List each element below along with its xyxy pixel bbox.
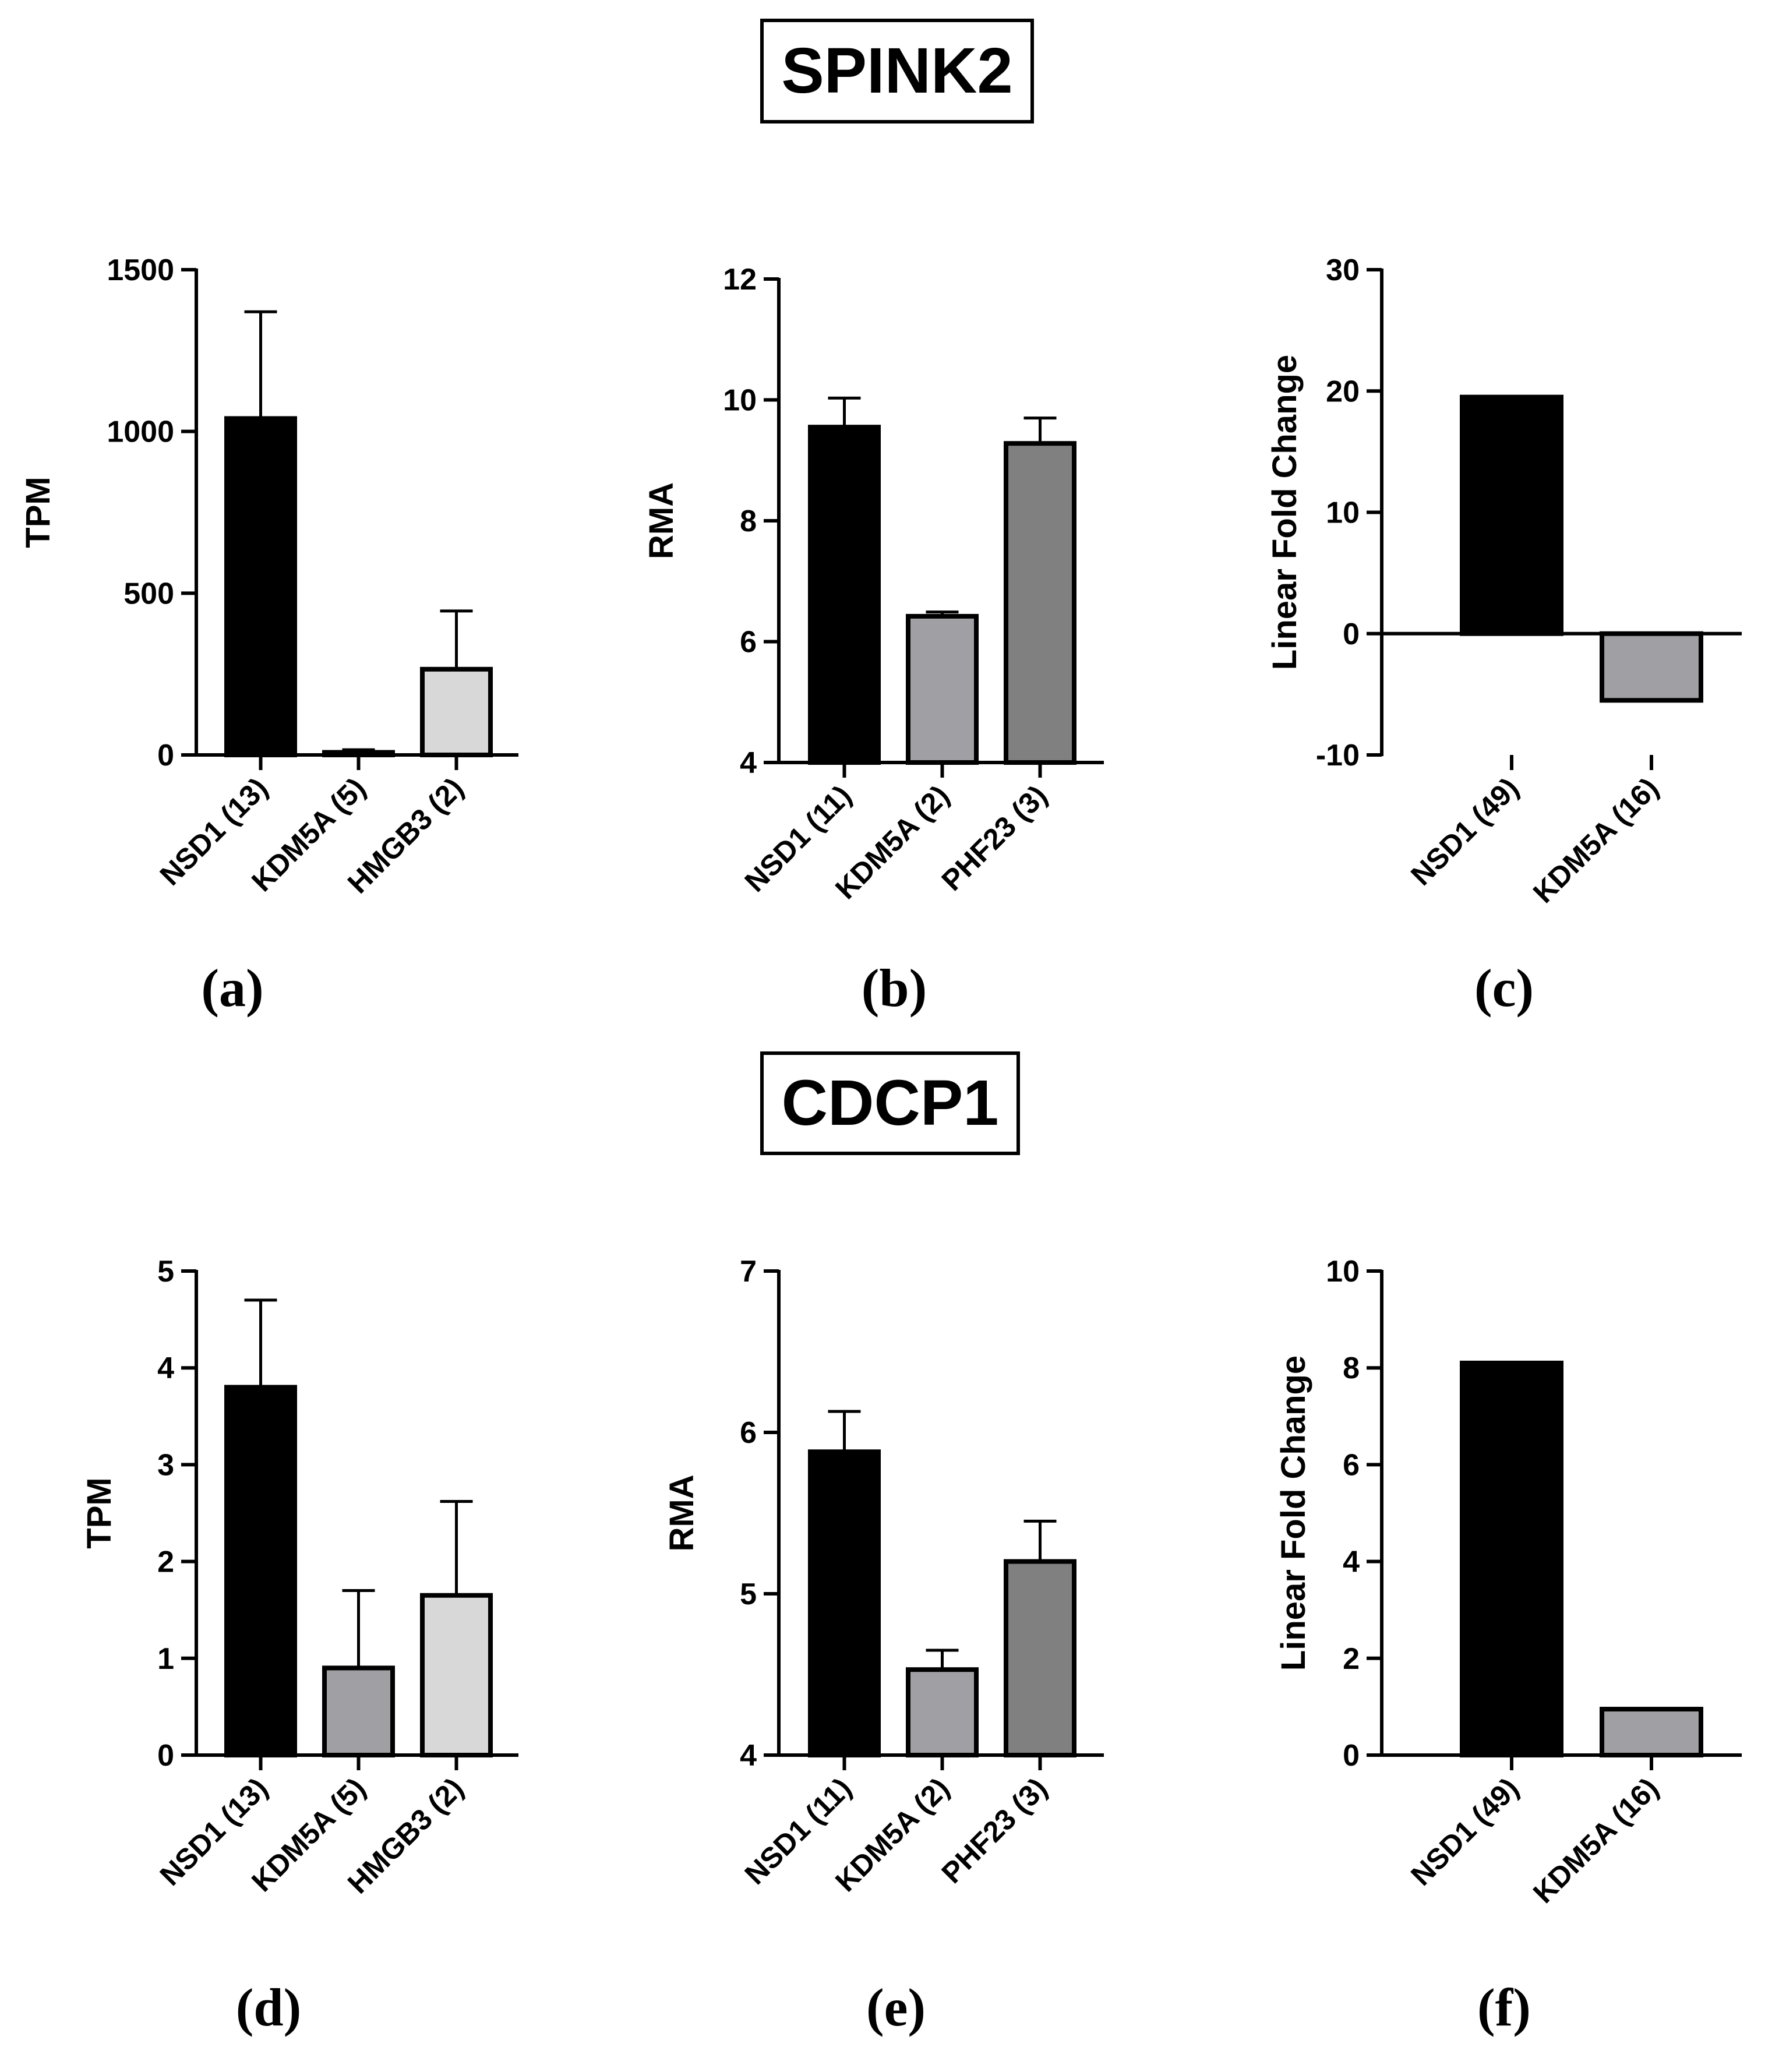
y-tick-label: 10 [1326,1255,1360,1289]
y-tick-label: 6 [740,626,757,659]
y-tick-label: 3 [157,1448,174,1482]
y-axis-title: Linear Fold Change [1275,1356,1312,1671]
y-tick-label: -10 [1316,739,1360,772]
panel-label-f: (f) [1477,1978,1531,2037]
y-tick-label: 4 [1343,1545,1360,1579]
y-tick-label: 7 [740,1255,757,1289]
panel-label-b: (b) [861,958,927,1018]
y-axis-title: RMA [643,482,680,559]
bar-kdm5a [1600,631,1703,703]
chart-2: -10 0 10 20 30 NSD1 (49) KDM5A (16) Linear Fold… [1266,253,1742,909]
category-label: NSD1 (49) [1404,771,1525,892]
y-tick-label: 0 [1343,1739,1360,1773]
y-tick-label: 6 [1343,1448,1360,1482]
y-tick-label: 4 [740,1739,757,1773]
y-tick-label: 2 [1343,1642,1360,1676]
y-tick-label: 10 [723,384,757,418]
title-spink2: SPINK2 [760,19,1034,123]
y-tick-label: 2 [157,1545,174,1579]
y-tick-label: 4 [157,1351,174,1385]
y-tick-label: 5 [157,1255,174,1289]
bar-kdm5a [322,1665,395,1757]
chart-5: 0 2 4 6 8 10 NSD1 (49) KDM5A (16) Linear Fold Ch… [1275,1255,1742,1909]
y-axis-title: RMA [663,1474,701,1551]
y-tick-label: 500 [123,577,174,610]
bar-hmgb3 [420,1593,493,1758]
y-tick-label: 20 [1326,375,1360,408]
panel-label-c: (c) [1474,958,1534,1018]
bar-kdm5a [906,1667,979,1757]
bar-kdm5a [906,613,979,765]
bar-phf23 [1004,1559,1076,1758]
bar-phf23 [1004,441,1076,765]
bar-nsd1 [1460,394,1563,636]
category-label: PHF23 (3) [936,779,1054,897]
category-label: PHF23 (3) [936,1771,1054,1890]
y-tick-label: 0 [1343,617,1360,651]
bar-nsd1 [224,1385,297,1757]
y-tick-label: 8 [740,504,757,538]
category-label: KDM5A (16) [1527,771,1665,909]
y-tick-label: 5 [740,1577,757,1611]
bar-nsd1 [1460,1360,1563,1757]
bar-nsd1 [808,1449,881,1757]
category-label: NSD1 (49) [1404,1771,1525,1892]
y-tick-label: 6 [740,1416,757,1450]
y-tick-label: 10 [1326,496,1360,530]
y-tick-label: 4 [740,746,757,780]
category-label: KDM5A (16) [1527,1771,1665,1909]
y-tick-label: 30 [1326,253,1360,287]
panel-label-e: (e) [866,1978,926,2037]
panel-label-d: (d) [235,1978,302,2037]
bar-nsd1 [808,425,881,765]
y-tick-label: 0 [157,739,174,772]
y-axis-title: Linear Fold Change [1266,355,1304,670]
bar-hmgb3 [420,666,493,757]
y-tick-label: 12 [723,263,757,296]
y-tick-label: 1500 [107,253,174,287]
y-tick-label: 1000 [107,415,174,449]
bar-kdm5a [1600,1707,1703,1757]
panel-label-a: (a) [201,958,264,1018]
y-axis-title: TPM [80,1477,118,1548]
y-tick-label: 1 [157,1642,174,1676]
y-axis-title: TPM [19,476,57,548]
title-cdcp1: CDCP1 [760,1051,1020,1155]
y-tick-label: 8 [1343,1351,1360,1385]
y-tick-label: 0 [157,1739,174,1773]
bar-nsd1 [224,416,297,757]
